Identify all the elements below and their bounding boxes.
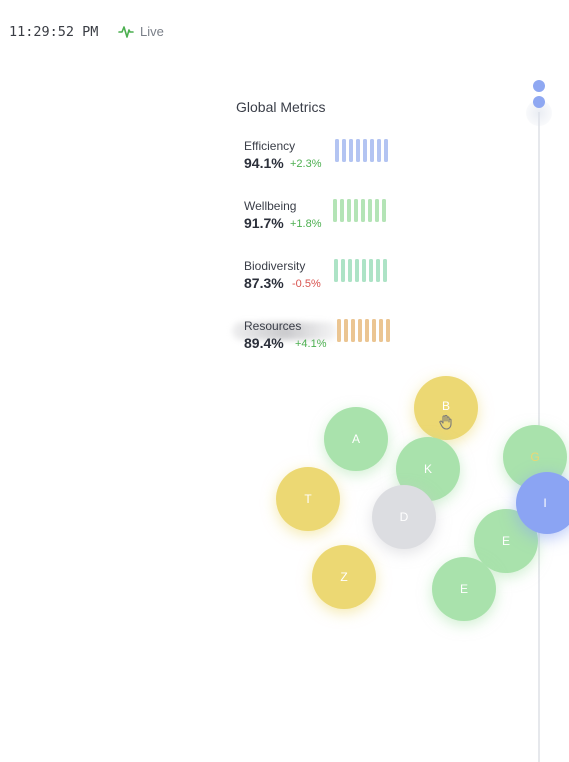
bubble-e[interactable]: E xyxy=(432,557,496,621)
metric-label: Biodiversity xyxy=(244,259,306,273)
spark-bar xyxy=(355,259,359,282)
spark-bar xyxy=(372,319,376,342)
bubble-d[interactable]: D xyxy=(372,485,436,549)
spark-bar xyxy=(349,139,353,162)
spark-bar xyxy=(379,319,383,342)
bubble-e[interactable]: E xyxy=(474,509,538,573)
bubble-i[interactable]: I xyxy=(516,472,569,534)
spark-bar xyxy=(347,199,351,222)
spark-bar xyxy=(386,319,390,342)
live-indicator[interactable]: Live xyxy=(118,24,164,39)
metric-delta: -0.5% xyxy=(292,278,321,290)
spark-bar xyxy=(341,259,345,282)
spark-bar xyxy=(333,199,337,222)
timeline-dot[interactable] xyxy=(533,80,545,92)
spark-bar xyxy=(334,259,338,282)
spark-bar xyxy=(368,199,372,222)
spark-bar xyxy=(351,319,355,342)
metric-label: Resources xyxy=(244,319,302,333)
metric-delta: +4.1% xyxy=(295,338,327,350)
spark-bar xyxy=(375,199,379,222)
metric-value: 94.1% xyxy=(244,155,284,171)
spark-bar xyxy=(382,199,386,222)
spark-bar xyxy=(356,139,360,162)
spark-bar xyxy=(362,259,366,282)
spark-bar xyxy=(370,139,374,162)
metric-sparkbars xyxy=(337,319,390,342)
spark-bar xyxy=(354,199,358,222)
grab-cursor-icon xyxy=(438,414,454,435)
metric-wellbeing[interactable]: Wellbeing 91.7% +1.8% xyxy=(244,199,394,239)
metric-label: Efficiency xyxy=(244,139,296,153)
spark-bar xyxy=(348,259,352,282)
metric-sparkbars xyxy=(335,139,388,162)
metric-sparkbars xyxy=(333,199,386,222)
spark-bar xyxy=(344,319,348,342)
metric-resources[interactable]: Resources 89.4% +4.1% xyxy=(244,319,394,359)
panel-title: Global Metrics xyxy=(236,99,326,115)
spark-bar xyxy=(342,139,346,162)
spark-bar xyxy=(365,319,369,342)
metric-value: 89.4% xyxy=(244,335,284,351)
metric-delta: +1.8% xyxy=(290,218,322,230)
clock-time: 11:29:52 PM xyxy=(9,24,99,40)
timeline-dot[interactable] xyxy=(533,96,545,108)
metric-delta: +2.3% xyxy=(290,158,322,170)
metric-value: 91.7% xyxy=(244,215,284,231)
bubble-a[interactable]: A xyxy=(324,407,388,471)
live-label: Live xyxy=(140,24,164,39)
spark-bar xyxy=(376,259,380,282)
spark-bar xyxy=(377,139,381,162)
spark-bar xyxy=(335,139,339,162)
metric-efficiency[interactable]: Efficiency 94.1% +2.3% xyxy=(244,139,394,179)
bubble-z[interactable]: Z xyxy=(312,545,376,609)
spark-bar xyxy=(363,139,367,162)
spark-bar xyxy=(361,199,365,222)
activity-icon xyxy=(118,25,134,39)
metric-label: Wellbeing xyxy=(244,199,297,213)
metric-value: 87.3% xyxy=(244,275,284,291)
drag-smear xyxy=(232,322,338,340)
spark-bar xyxy=(340,199,344,222)
spark-bar xyxy=(358,319,362,342)
metric-sparkbars xyxy=(334,259,387,282)
spark-bar xyxy=(383,259,387,282)
bubble-t[interactable]: T xyxy=(276,467,340,531)
spark-bar xyxy=(384,139,388,162)
spark-bar xyxy=(369,259,373,282)
spark-bar xyxy=(337,319,341,342)
metric-biodiversity[interactable]: Biodiversity 87.3% -0.5% xyxy=(244,259,394,299)
